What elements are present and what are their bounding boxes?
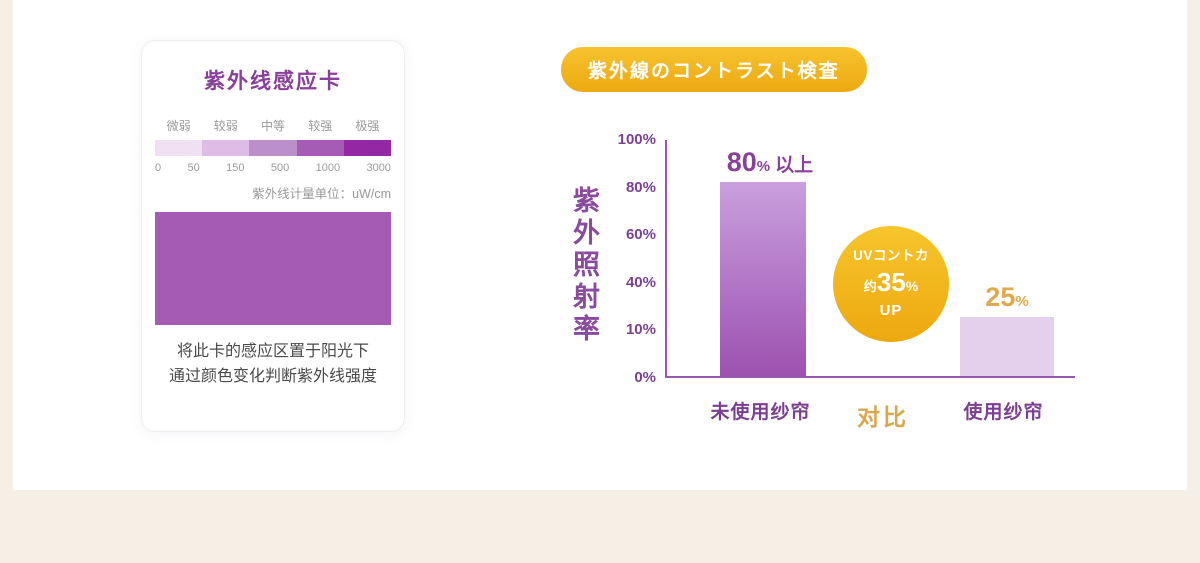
scale-segment <box>296 140 344 156</box>
unit-label: 紫外线计量单位：uW/cm <box>252 187 391 201</box>
annotation-line2: 约35% <box>833 265 949 300</box>
annotation-line3: UP <box>879 301 903 319</box>
annotation-prefix: 约 <box>863 279 877 295</box>
annotation-number: 35 <box>876 267 906 298</box>
scale-label: 极强 <box>355 119 380 133</box>
bar-value-number: 80 <box>726 147 757 178</box>
scale-number: 50 <box>187 162 200 174</box>
y-tick: 10% <box>625 321 656 338</box>
scale-number: 500 <box>270 162 290 174</box>
scale-number: 3000 <box>366 162 391 174</box>
section-title-badge: 紫外線のコントラスト検査 <box>561 47 867 92</box>
y-tick: 80% <box>625 179 656 196</box>
scale-segment <box>249 140 297 156</box>
y-tick: 40% <box>625 274 656 291</box>
bar-value-percent-sign: % <box>756 158 771 176</box>
y-axis-ticks: 100% 80% 60% 40% 10% 0% <box>588 131 656 386</box>
uv-cut-annotation-badge: UVコントカ 约35% UP <box>833 226 949 342</box>
uv-sensor-area <box>155 212 391 325</box>
card-instructions: 将此卡的感应区置于阳光下 通过颜色变化判断紫外线强度 <box>155 340 391 390</box>
scale-segment <box>202 140 250 156</box>
x-label-no-curtain: 未使用纱帘 <box>710 402 811 423</box>
instruction-line: 将此卡的感应区置于阳光下 <box>176 343 369 360</box>
instruction-line: 通过颜色变化判断紫外线强度 <box>168 367 377 385</box>
scale-number: 0 <box>155 162 162 174</box>
y-tick: 0% <box>634 369 656 386</box>
scale-label: 较弱 <box>213 119 238 133</box>
bar-no-curtain: 80% 以上 <box>720 149 813 376</box>
bar-value-suffix: 以上 <box>775 155 814 177</box>
bar-with-curtain: 25% <box>960 284 1054 376</box>
annotation-line1: UVコントカ <box>853 248 929 264</box>
scale-label: 微弱 <box>166 119 191 133</box>
scale-label: 中等 <box>261 119 286 133</box>
content-panel: 紫外线感应卡 微弱 较弱 中等 较强 极强 0 50 150 500 10 <box>13 0 1187 490</box>
y-axis-title: 紫外照射率 <box>569 186 599 346</box>
y-tick: 100% <box>617 131 656 148</box>
scale-segment <box>155 140 203 156</box>
scale-number: 150 <box>226 162 245 174</box>
bar-value-label: 80% 以上 <box>727 149 813 176</box>
card-title: 紫外线感应卡 <box>204 70 342 93</box>
uv-sensor-card: 紫外线感应卡 微弱 较弱 中等 较强 极强 0 50 150 500 10 <box>141 40 405 432</box>
scale-segment <box>343 140 392 156</box>
y-tick: 60% <box>625 226 656 243</box>
uv-scale-labels: 微弱 较弱 中等 较强 极强 <box>155 117 391 134</box>
comparison-label: 对比 <box>857 404 909 430</box>
scale-label: 较强 <box>308 119 333 133</box>
x-label-with-curtain: 使用纱帘 <box>963 402 1044 423</box>
bar-chart: 80% 以上 25% <box>665 140 1075 378</box>
scale-number: 1000 <box>315 162 341 174</box>
uv-scale-colorbar <box>155 140 392 156</box>
uv-scale-numbers: 0 50 150 500 1000 3000 <box>155 162 391 174</box>
bar-value-percent-sign: % <box>1015 293 1029 310</box>
bar-value-label: 25% <box>985 284 1028 311</box>
bar-value-number: 25 <box>985 282 1016 312</box>
annotation-percent-sign: % <box>905 278 919 295</box>
